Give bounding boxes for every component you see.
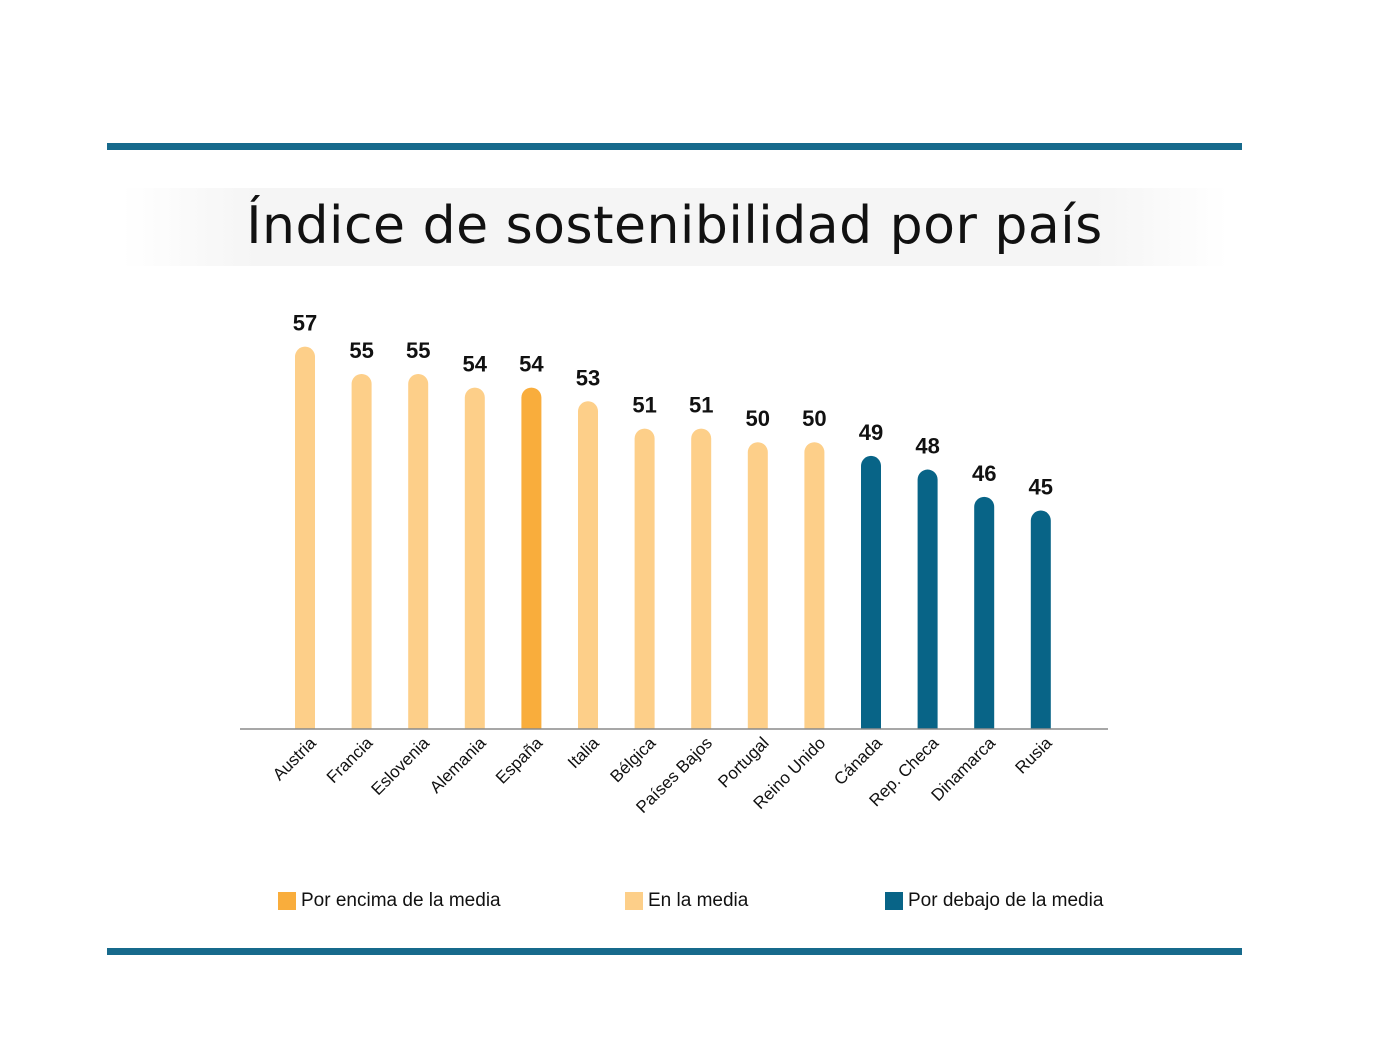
bar-8 bbox=[747, 442, 768, 729]
value-label-11: 48 bbox=[915, 434, 939, 459]
value-label-9: 50 bbox=[802, 406, 826, 431]
value-label-1: 55 bbox=[349, 338, 373, 363]
chart-title: Índice de sostenibilidad por país bbox=[246, 196, 1103, 256]
bar-9 bbox=[804, 442, 825, 729]
category-label-5: Italia bbox=[564, 733, 603, 772]
legend-item-below-average: Por debajo de la media bbox=[885, 890, 1103, 912]
legend-item-average: En la media bbox=[625, 890, 748, 912]
category-label-2: Eslovenia bbox=[367, 733, 433, 799]
top-rule bbox=[107, 143, 1242, 150]
bar-6 bbox=[634, 428, 655, 729]
category-label-8: Portugal bbox=[714, 733, 772, 791]
value-label-3: 54 bbox=[463, 352, 488, 377]
value-labels-layer: 57 55 55 54 54 53 51 51 50 50 49 48 46 45 bbox=[293, 311, 1053, 500]
legend-swatch bbox=[885, 892, 903, 910]
bar-7 bbox=[691, 428, 712, 729]
category-label-0: Austria bbox=[269, 733, 320, 784]
value-label-0: 57 bbox=[293, 311, 317, 336]
bar-0 bbox=[295, 346, 315, 729]
value-label-12: 46 bbox=[972, 461, 996, 486]
value-label-5: 53 bbox=[576, 365, 600, 390]
legend-item-above-average: Por encima de la media bbox=[278, 890, 501, 912]
category-label-6: Bélgica bbox=[607, 733, 660, 786]
category-label-3: Alemania bbox=[426, 733, 490, 797]
bar-12 bbox=[974, 496, 995, 729]
bottom-rule bbox=[107, 948, 1242, 955]
legend-label: Por debajo de la media bbox=[908, 890, 1104, 911]
value-label-2: 55 bbox=[406, 338, 430, 363]
bar-1 bbox=[351, 373, 372, 729]
bar-4 bbox=[521, 387, 542, 729]
bar-13 bbox=[1030, 510, 1051, 729]
value-label-13: 45 bbox=[1029, 475, 1053, 500]
value-label-7: 51 bbox=[689, 393, 713, 418]
bars-layer bbox=[295, 346, 1051, 729]
value-label-4: 54 bbox=[519, 352, 544, 377]
legend-label: En la media bbox=[648, 890, 749, 911]
title-band bbox=[122, 188, 1228, 266]
bar-3 bbox=[464, 387, 485, 729]
category-label-13: Rusia bbox=[1011, 733, 1056, 778]
legend-swatch bbox=[278, 892, 296, 910]
value-label-8: 50 bbox=[746, 406, 770, 431]
category-label-10: Cánada bbox=[830, 733, 886, 789]
bar-11 bbox=[917, 469, 938, 729]
legend-label: Por encima de la media bbox=[301, 890, 501, 911]
bar-5 bbox=[578, 401, 598, 729]
category-label-1: Francia bbox=[323, 733, 377, 787]
value-label-6: 51 bbox=[632, 393, 656, 418]
value-label-10: 49 bbox=[859, 420, 883, 445]
category-label-4: España bbox=[492, 733, 547, 788]
bar-10 bbox=[861, 455, 881, 729]
legend-swatch bbox=[625, 892, 643, 910]
bar-2 bbox=[408, 373, 429, 729]
